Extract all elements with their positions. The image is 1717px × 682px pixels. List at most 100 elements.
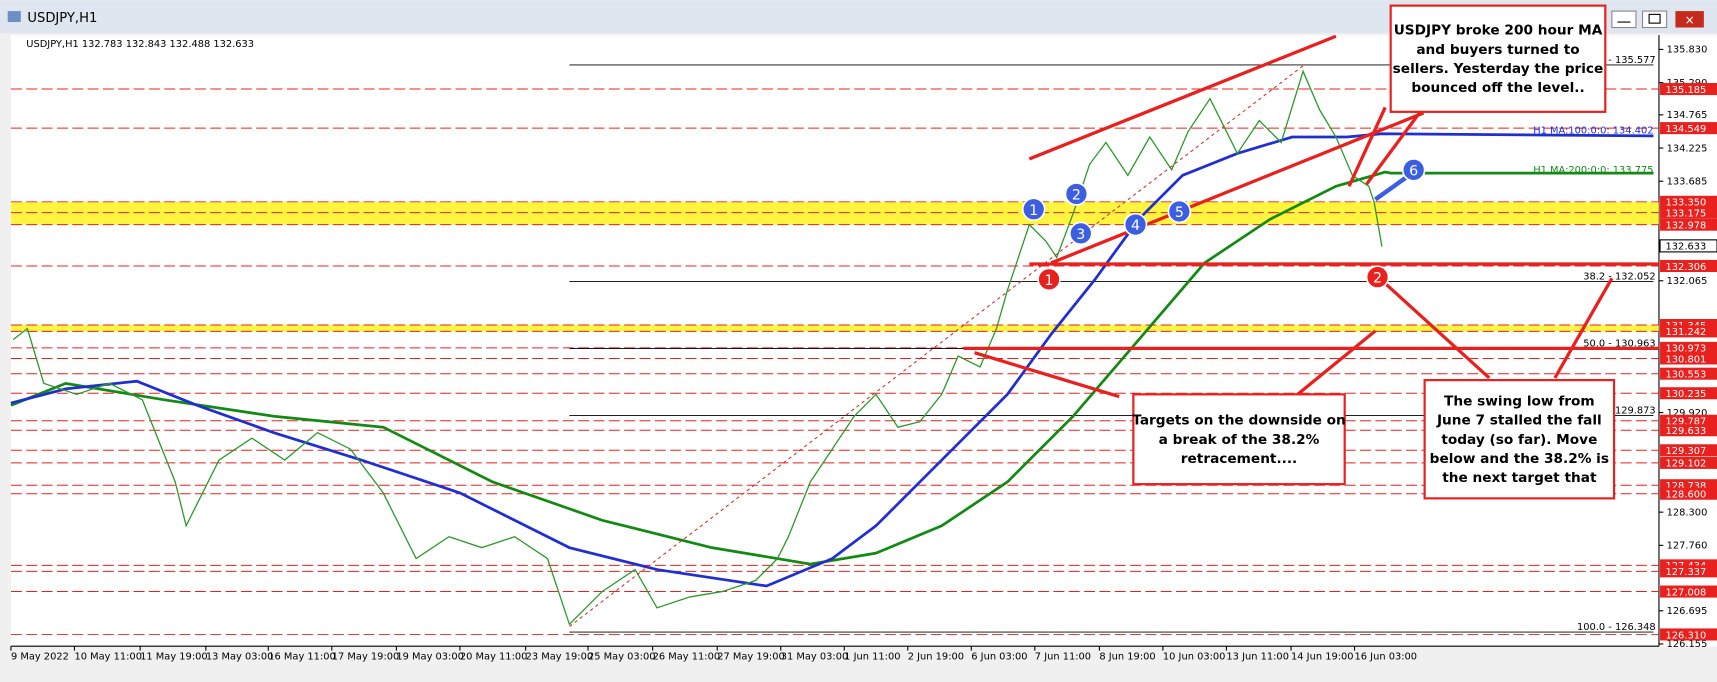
date-label: 23 May 19:00 <box>526 651 594 662</box>
current-price-box <box>1659 239 1717 253</box>
minimize-button[interactable] <box>1611 10 1637 29</box>
level-label: 129.307 <box>1666 446 1707 457</box>
date-label: 27 May 19:00 <box>717 651 785 662</box>
date-label: 17 May 19:00 <box>332 651 400 662</box>
fib-label: 50.0 - 130.963 <box>1583 338 1655 349</box>
date-label: 25 May 03:00 <box>588 651 656 662</box>
highlight-band <box>10 325 1659 332</box>
date-label: 16 Jun 03:00 <box>1355 651 1418 662</box>
maximize-icon <box>1648 13 1661 24</box>
red-marker <box>1365 265 1390 289</box>
fib-label: 38.2 - 132.052 <box>1583 271 1655 282</box>
ma-label: H1 MA:100:0:0: 134.402 <box>1533 126 1653 137</box>
blue-marker <box>1069 221 1093 246</box>
level-label-box <box>1660 414 1717 427</box>
blue-arrow <box>1374 175 1408 202</box>
annotation-text: USDJPY broke 200 hour MA <box>1394 23 1603 39</box>
level-label: 133.350 <box>1666 198 1707 209</box>
blue-marker-label: 5 <box>1175 205 1184 221</box>
price-tick-label: 126.155 <box>1667 639 1708 650</box>
date-label: 13 Jun 11:00 <box>1226 651 1289 662</box>
price-tick-label: 128.300 <box>1667 507 1708 518</box>
date-label: 14 Jun 19:00 <box>1291 651 1354 662</box>
annotation-text: The swing low from <box>1444 394 1595 410</box>
window-title: USDJPY,H1 <box>27 11 97 26</box>
price-tick-label: 129.920 <box>1667 408 1708 419</box>
level-label-box <box>1660 565 1717 578</box>
blue-marker-label: 3 <box>1076 227 1085 243</box>
annotation-text: retracement.... <box>1181 451 1297 467</box>
price-tick-label: 133.685 <box>1667 177 1708 188</box>
annotation-text: sellers. Yesterday the price <box>1393 61 1604 77</box>
level-label: 128.600 <box>1666 490 1707 501</box>
level-label: 132.306 <box>1666 262 1707 273</box>
annotation-text: the next target that <box>1442 470 1597 486</box>
arrow <box>1347 106 1387 187</box>
level-label-box <box>1660 424 1717 437</box>
blue-marker <box>1123 212 1148 237</box>
ma-100-line <box>10 132 1654 588</box>
annotation-text: and buyers turned to <box>1416 42 1579 58</box>
chart-header: USDJPY,H1 132.783 132.843 132.488 132.63… <box>26 39 254 50</box>
annotation-text: below and the 38.2% is <box>1430 451 1609 467</box>
level-label: 135.185 <box>1666 85 1707 96</box>
blue-marker <box>1167 199 1192 224</box>
fib-diagonal <box>569 65 1304 627</box>
date-label: 10 Jun 03:00 <box>1163 651 1226 662</box>
channel-bottom <box>1050 111 1425 265</box>
close-button[interactable] <box>1675 11 1704 28</box>
level-label-box <box>1660 122 1717 135</box>
arrow <box>1365 106 1425 186</box>
level-label-box <box>1660 367 1717 380</box>
maximize-button[interactable] <box>1641 10 1668 29</box>
price-tick-label: 135.830 <box>1667 45 1708 56</box>
arrow <box>1553 277 1614 379</box>
level-label-box <box>1660 387 1717 400</box>
current-price: 132.633 <box>1666 242 1707 253</box>
date-label: 8 Jun 19:00 <box>1099 651 1155 662</box>
price-tick-label: 134.225 <box>1667 143 1708 154</box>
level-label: 131.242 <box>1666 327 1707 338</box>
level-label-box <box>1660 218 1717 231</box>
level-label-box <box>1660 456 1717 469</box>
arrow <box>974 351 1120 399</box>
date-label: 16 May 11:00 <box>268 651 336 662</box>
date-label: 2 Jun 19:00 <box>908 651 964 662</box>
date-label: 9 May 2022 <box>11 651 69 662</box>
date-label: 31 May 03:00 <box>781 651 849 662</box>
price-tick-label: 126.695 <box>1667 606 1708 617</box>
blue-marker <box>1401 158 1426 182</box>
level-label-box <box>1660 585 1717 598</box>
fib-label: 100.0 - 126.348 <box>1577 622 1656 633</box>
level-label: 128.738 <box>1666 481 1707 492</box>
close-icon: × <box>1685 13 1695 27</box>
price-tick-label: 134.765 <box>1667 110 1708 121</box>
blue-marker-label: 4 <box>1131 218 1140 234</box>
blue-marker-label: 2 <box>1072 187 1081 203</box>
date-label: 19 May 03:00 <box>396 651 464 662</box>
window-icon <box>7 11 21 23</box>
price-tick-label: 127.760 <box>1667 541 1708 552</box>
price-line <box>12 69 1383 626</box>
annotation-box <box>1132 393 1346 486</box>
ma-200-line <box>10 170 1654 566</box>
level-label-box <box>1660 352 1717 365</box>
level-label-box <box>1660 195 1717 208</box>
level-label: 133.175 <box>1666 208 1707 219</box>
level-label: 127.337 <box>1666 567 1707 578</box>
annotation-box <box>1389 4 1607 113</box>
date-label: 1 Jun 11:00 <box>844 651 900 662</box>
red-marker <box>1037 267 1061 292</box>
blue-marker <box>1021 197 1046 222</box>
trendlines <box>963 34 1659 399</box>
level-label: 129.102 <box>1666 459 1707 470</box>
level-label: 129.633 <box>1666 426 1707 437</box>
chart-area <box>10 35 1659 647</box>
date-label: 11 May 19:00 <box>140 651 208 662</box>
level-label: 130.801 <box>1666 354 1707 365</box>
annotation-text: today (so far). Move <box>1441 432 1597 448</box>
level-label: 130.235 <box>1666 389 1707 400</box>
level-label: 129.787 <box>1666 417 1707 428</box>
date-label: 7 Jun 11:00 <box>1035 651 1091 662</box>
